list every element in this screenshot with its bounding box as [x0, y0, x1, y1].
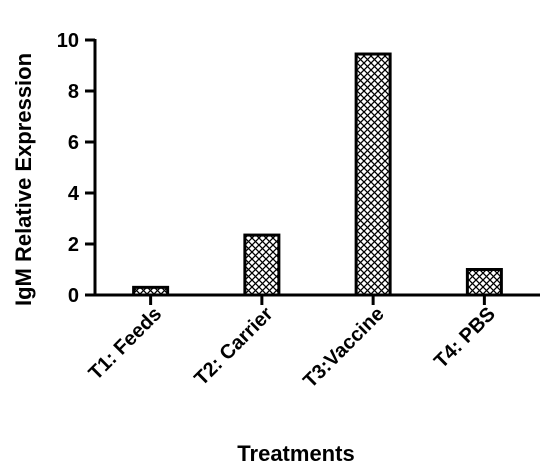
y-tick-label: 0	[68, 285, 79, 307]
x-tick-label: T1: Feeds	[85, 303, 167, 385]
x-tick-label: T2: Carrier	[190, 303, 277, 390]
y-tick-label: 4	[68, 183, 80, 205]
y-tick-label: 8	[68, 81, 79, 103]
x-axis-title: Treatments	[237, 441, 354, 466]
y-axis-ticks: 0 2 4 6 8 10	[57, 30, 95, 307]
x-tick-label: T3:Vaccine	[299, 303, 388, 392]
bars-group	[132, 52, 503, 297]
bar	[354, 52, 392, 297]
bar	[243, 233, 281, 297]
y-tick-label: 6	[68, 132, 79, 154]
x-axis-tick-labels: T1: Feeds T2: Carrier T3:Vaccine T4: PBS	[85, 295, 500, 392]
x-tick-label: T4: PBS	[430, 303, 500, 373]
y-tick-label: 10	[57, 30, 79, 52]
y-axis-title: IgM Relative Expression	[11, 53, 36, 306]
bar	[465, 268, 503, 297]
y-tick-label: 2	[68, 234, 79, 256]
